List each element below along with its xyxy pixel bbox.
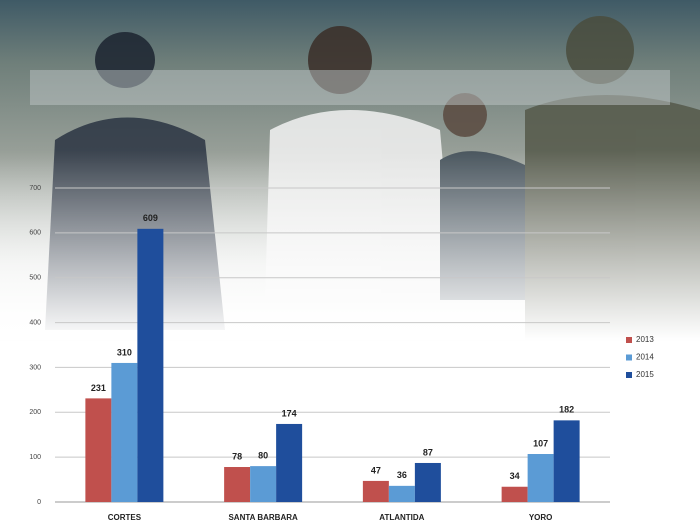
- bar: [502, 487, 528, 502]
- data-label: 87: [423, 447, 433, 457]
- chart: 0 100 200 300 400 500 600 700 CORTES 231 310 609 SAN…: [0, 0, 700, 527]
- bar: [389, 486, 415, 502]
- bar: [415, 463, 441, 502]
- data-label: 36: [397, 470, 407, 480]
- data-label: 34: [510, 471, 520, 481]
- data-label: 80: [258, 450, 268, 460]
- bar: [276, 424, 302, 502]
- y-tick-label: 100: [29, 454, 41, 461]
- bar: [85, 398, 111, 502]
- bar: [363, 481, 389, 502]
- legend-label: 2013: [636, 335, 654, 344]
- bar: [554, 420, 580, 502]
- bar: [528, 454, 554, 502]
- data-label: 182: [559, 405, 574, 415]
- y-tick-label: 500: [29, 275, 41, 282]
- data-label: 107: [533, 438, 548, 448]
- bar: [111, 363, 137, 502]
- legend-swatch: [626, 337, 632, 343]
- data-label: 47: [371, 465, 381, 475]
- data-label: 174: [282, 408, 297, 418]
- x-tick-label: SANTA BARBARA: [228, 513, 298, 522]
- legend-swatch: [626, 372, 632, 378]
- y-tick-label: 400: [29, 319, 41, 326]
- photo-fade: [0, 150, 700, 340]
- legend-label: 2014: [636, 353, 654, 362]
- x-tick-label: CORTES: [108, 513, 142, 522]
- y-tick-label: 600: [29, 230, 41, 237]
- x-tick-label: YORO: [529, 513, 553, 522]
- data-label: 609: [143, 213, 158, 223]
- data-label: 231: [91, 383, 106, 393]
- data-label: 310: [117, 347, 132, 357]
- y-tick-label: 700: [29, 185, 41, 192]
- data-label: 78: [232, 451, 242, 461]
- y-tick-label: 200: [29, 409, 41, 416]
- bar: [137, 229, 163, 502]
- x-tick-label: ATLANTIDA: [379, 513, 424, 522]
- y-tick-label: 0: [37, 499, 41, 506]
- legend-swatch: [626, 355, 632, 361]
- legend-label: 2015: [636, 370, 654, 379]
- y-tick-label: 300: [29, 364, 41, 371]
- bar: [250, 466, 276, 502]
- bar: [224, 467, 250, 502]
